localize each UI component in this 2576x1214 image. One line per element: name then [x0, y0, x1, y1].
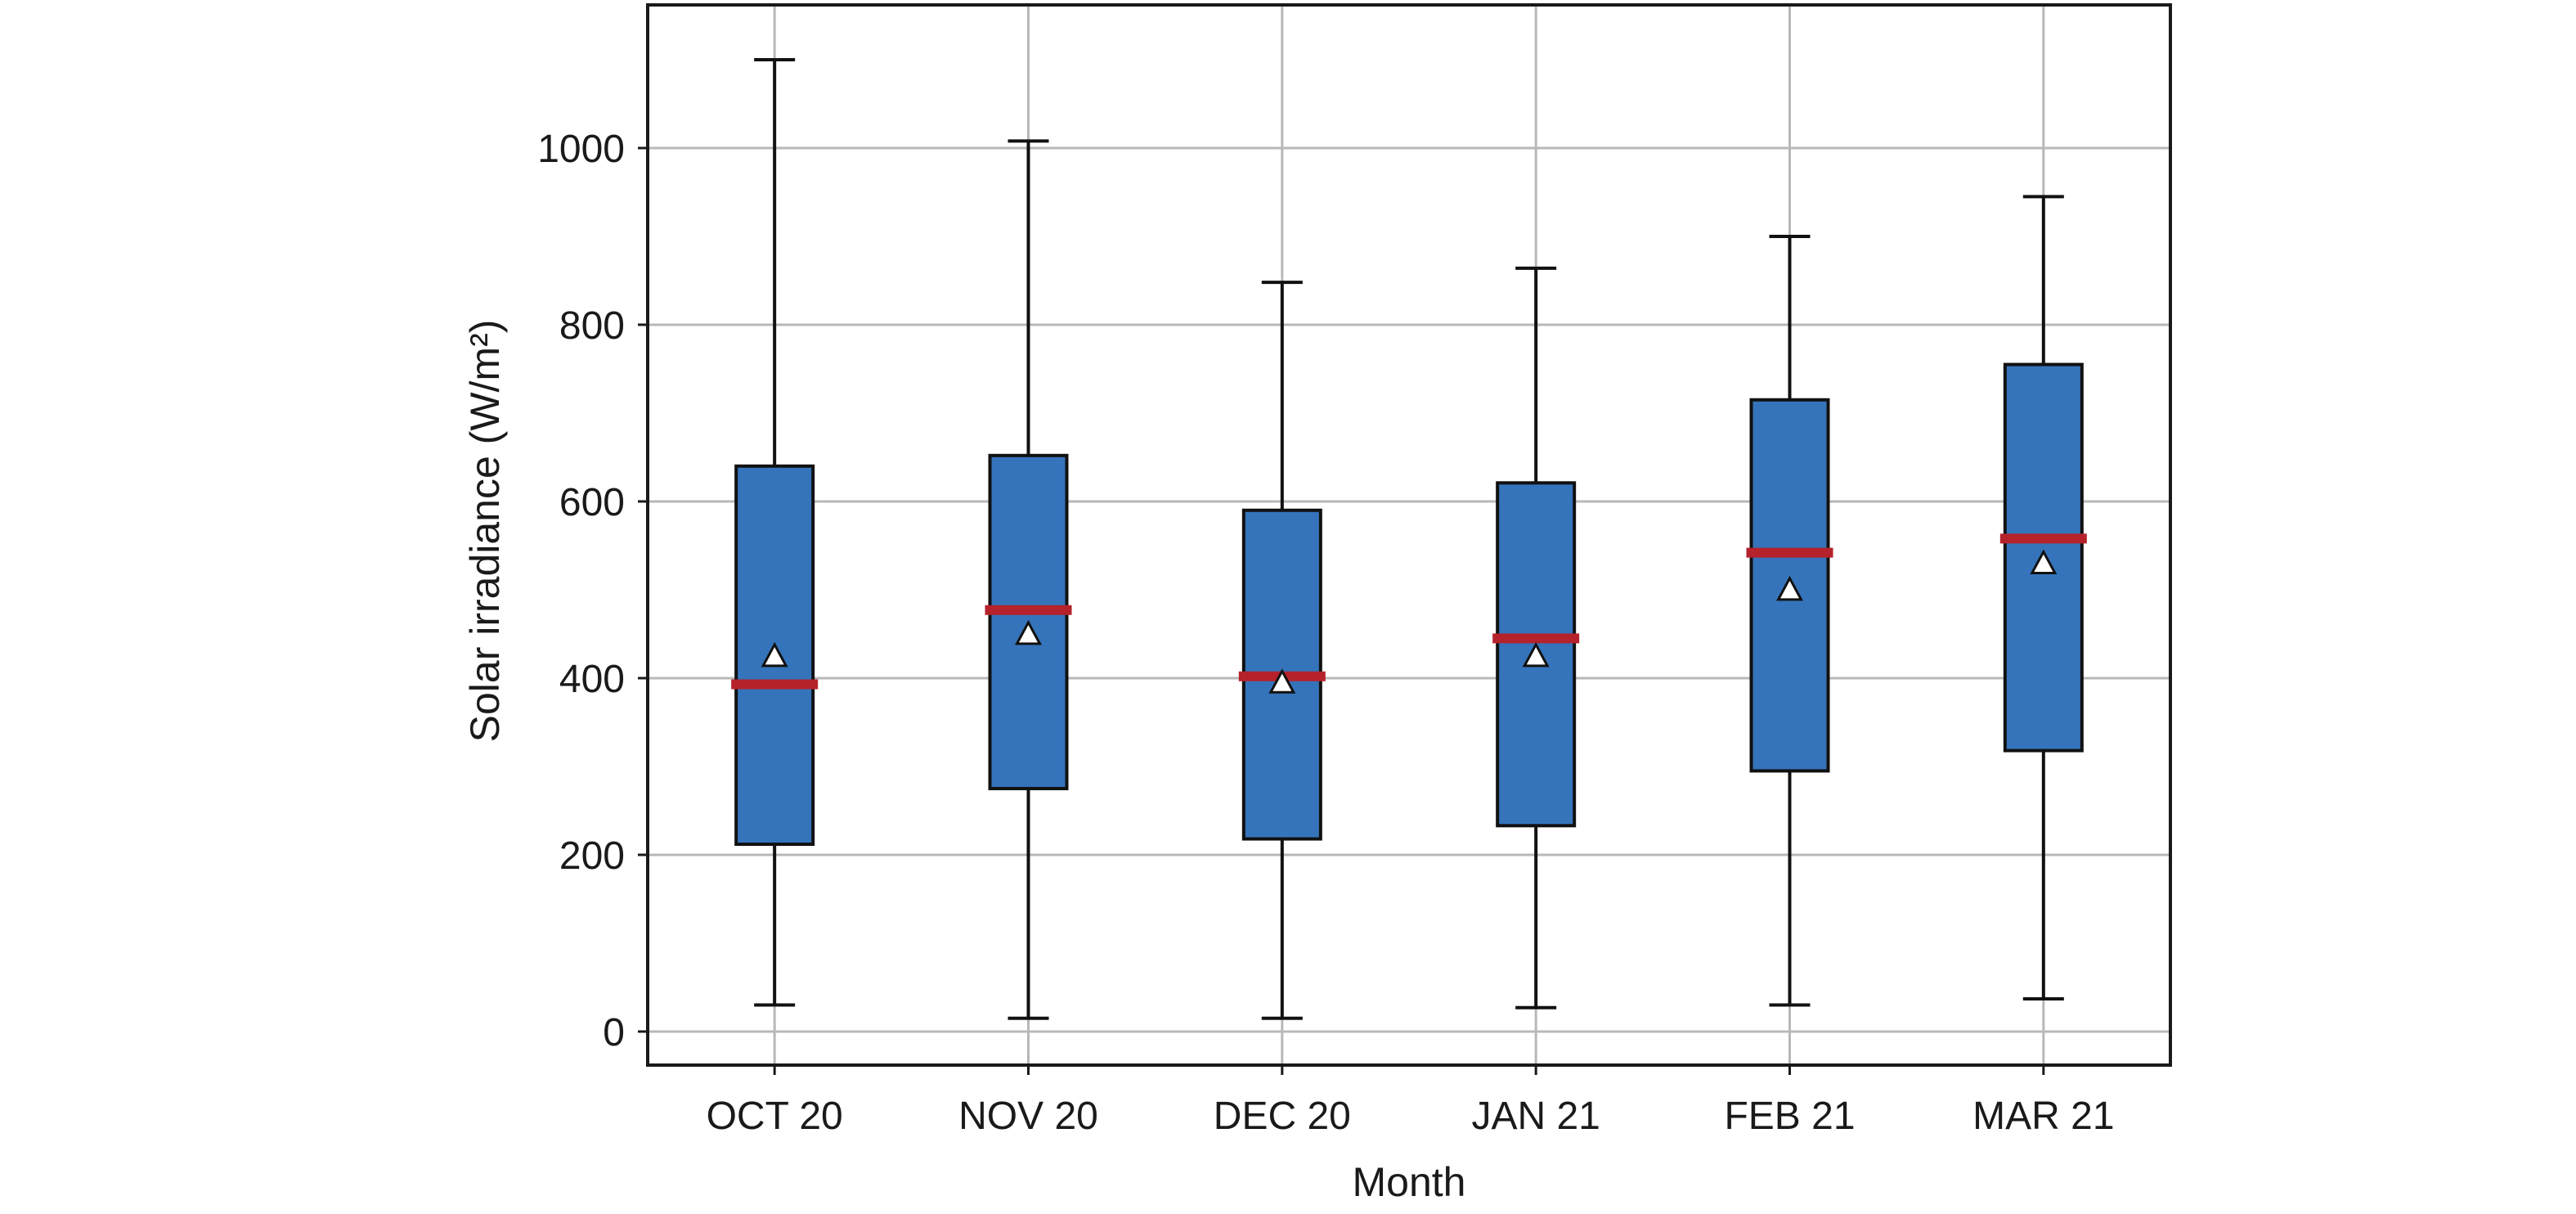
y-tick-label: 1000 [537, 128, 625, 171]
box-oct-20 [731, 57, 819, 1007]
y-axis-ticks: 0 200 400 600 800 1000 [537, 128, 648, 1054]
y-tick-label: 600 [559, 481, 625, 524]
grid-lines [648, 5, 2170, 1065]
x-tick-label: NOV 20 [958, 1095, 1098, 1138]
mean-marker [1775, 575, 1804, 601]
x-tick-label: MAR 21 [1972, 1095, 2114, 1138]
box-series [731, 57, 2087, 1020]
mean-marker [2030, 549, 2058, 574]
x-tick-label: FEB 21 [1724, 1095, 1855, 1138]
box-feb-21 [1746, 234, 1833, 1007]
y-tick-label: 200 [559, 834, 625, 878]
x-tick-label: DEC 20 [1214, 1095, 1351, 1138]
plot-frame [646, 3, 2172, 1067]
x-axis-label: Month [1353, 1159, 1466, 1205]
box-jan-21 [1492, 266, 1580, 1009]
mean-marker [761, 641, 788, 668]
y-tick-label: 400 [559, 658, 625, 701]
y-tick-label: 0 [603, 1011, 625, 1054]
x-axis-ticks: OCT 20 NOV 20 DEC 20 JAN 21 FEB 21 MAR 21 [707, 1065, 2115, 1138]
mean-marker [1268, 668, 1296, 694]
box-nov-20 [985, 139, 1072, 1020]
mean-marker [1014, 619, 1043, 645]
x-tick-label: JAN 21 [1471, 1095, 1600, 1138]
y-tick-label: 800 [559, 304, 625, 348]
x-tick-label: OCT 20 [707, 1095, 843, 1138]
iqr-box [2003, 362, 2084, 753]
box-dec-20 [1238, 281, 1326, 1020]
y-axis-label: Solar irradiance (W/m²) [462, 320, 508, 743]
mean-marker [1522, 641, 1550, 668]
box-mar-21 [1999, 195, 2087, 1000]
